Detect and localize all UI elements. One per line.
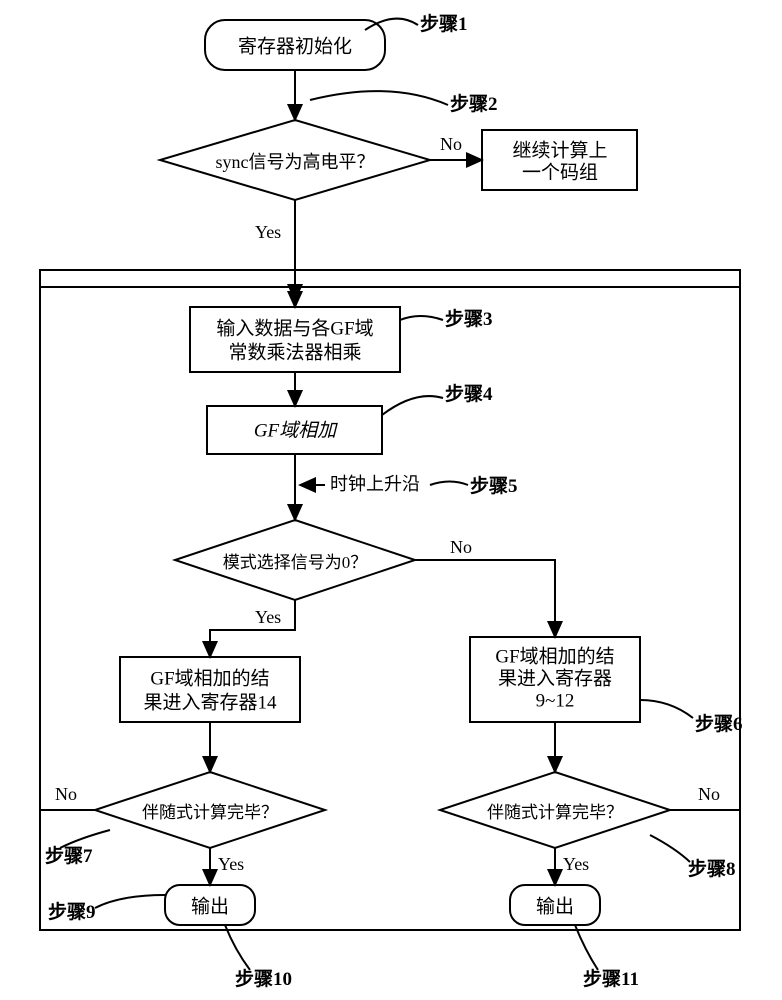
edge-label-yes-1: Yes: [255, 222, 281, 242]
leader-s11: [575, 925, 598, 970]
node-text-init: 寄存器初始化: [238, 35, 352, 57]
step-label-11: 步骤11: [583, 968, 639, 990]
node-text-done-l: 伴随式计算完毕？: [142, 803, 278, 822]
node-text-multiply-1: 输入数据与各GF域: [216, 317, 373, 339]
step-label-4: 步骤4: [445, 383, 493, 405]
node-text-reg14-2: 果进入寄存器14: [143, 691, 277, 713]
node-text-reg912-3: 9~12: [536, 690, 575, 711]
leader-s2: [310, 91, 448, 105]
edge-label-no-2: No: [450, 537, 472, 557]
step-label-10: 步骤10: [235, 968, 292, 990]
step-label-2: 步骤2: [450, 93, 498, 115]
step-label-7: 步骤7: [45, 845, 93, 867]
edge-label-yes-2: Yes: [255, 607, 281, 627]
edge-label-no-1: No: [440, 134, 462, 154]
step-label-6: 步骤6: [695, 713, 743, 735]
node-text-output-l: 输出: [191, 895, 229, 917]
node-text-mode: 模式选择信号为0？: [223, 553, 368, 572]
node-text-continue-2: 一个码组: [522, 161, 598, 183]
step-label-8: 步骤8: [688, 858, 736, 880]
node-text-continue-1: 继续计算上: [512, 139, 607, 161]
node-text-reg912-2: 果进入寄存器: [498, 667, 612, 689]
step-label-9: 步骤9: [48, 901, 96, 923]
node-text-gfadd: GF域相加: [254, 420, 338, 441]
edge-label-clock: 时钟上升沿: [330, 474, 420, 494]
step-label-3: 步骤3: [445, 308, 493, 330]
node-text-output-r: 输出: [536, 895, 574, 917]
edge-label-yes-3: Yes: [218, 854, 244, 874]
node-text-multiply-2: 常数乘法器相乘: [228, 341, 361, 363]
flowchart-diagram: 寄存器初始化 sync信号为高电平？ 继续计算上 一个码组 输入数据与各GF域 …: [0, 0, 782, 1000]
edge-label-no-3: No: [55, 784, 77, 804]
node-text-reg912-1: GF域相加的结: [495, 645, 614, 667]
edge-label-no-4: No: [698, 784, 720, 804]
edge-label-yes-4: Yes: [563, 854, 589, 874]
step-label-5: 步骤5: [470, 475, 518, 497]
node-text-done-r: 伴随式计算完毕？: [487, 803, 623, 822]
leader-s10: [225, 925, 250, 970]
node-text-sync: sync信号为高电平？: [216, 152, 375, 172]
step-label-1: 步骤1: [420, 13, 468, 35]
node-text-reg14-1: GF域相加的结: [150, 667, 269, 689]
